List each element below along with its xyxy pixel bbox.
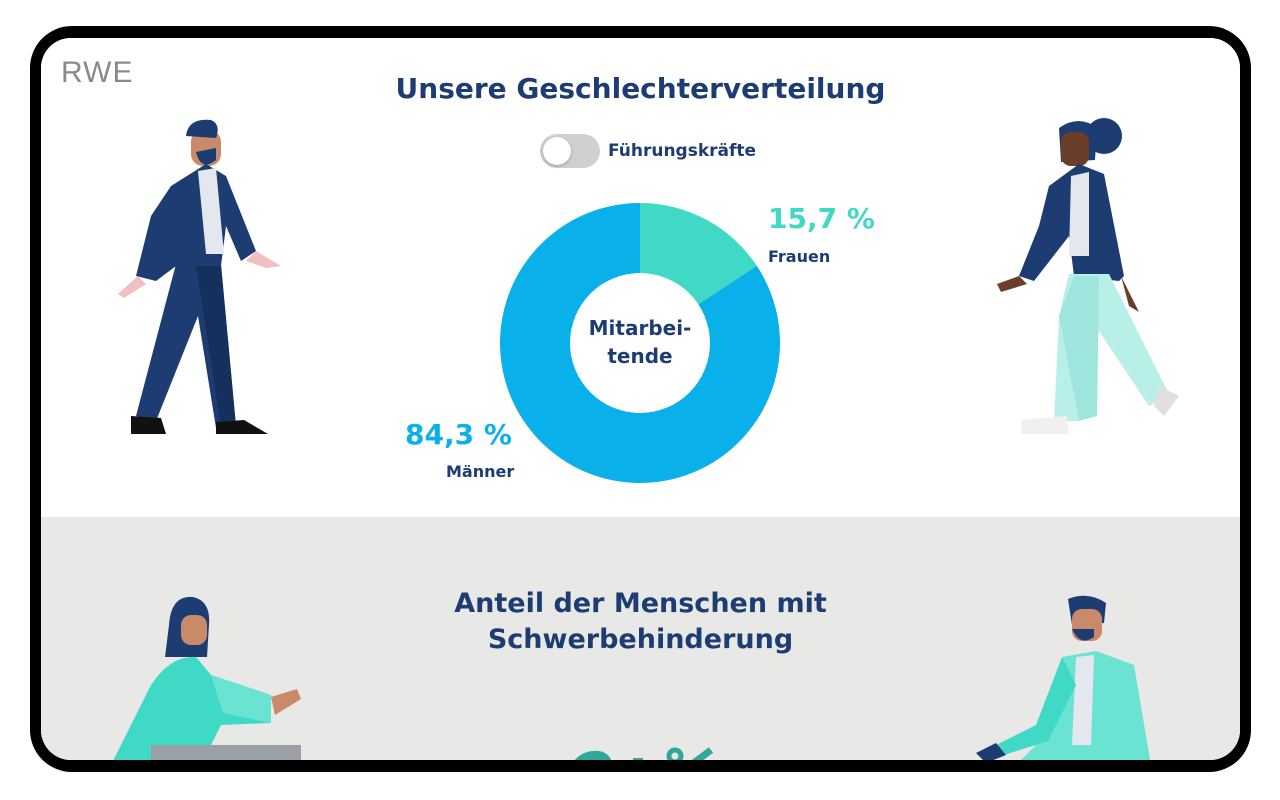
disability-percent-peek [551,744,731,760]
disability-title: Anteil der Menschen mit Schwerbehinderun… [41,586,1240,659]
donut-center-label-line2: tende [607,344,672,368]
disability-title-line1: Anteil der Menschen mit [454,588,827,619]
frauen-percent: 15,7 % [768,202,875,235]
maenner-percent: 84,3 % [405,418,512,451]
leadership-toggle-group: Führungskräfte [540,134,756,168]
leadership-toggle-label: Führungskräfte [608,141,757,161]
disability-section: Anteil der Menschen mit Schwerbehinderun… [41,517,1240,760]
rwe-logo: RWE [61,56,134,89]
donut-center-label-line1: Mitarbei- [589,316,692,340]
woman-sitting-illustration [113,596,301,760]
disability-title-line2: Schwerbehinderung [487,624,794,656]
man-sitting-illustration [976,595,1151,760]
frauen-label: Frauen [768,247,831,266]
donut-hole [570,273,710,413]
screen: RWE Unsere Geschlechterverteilung Führun… [41,38,1240,760]
leadership-toggle[interactable] [540,134,600,168]
toggle-knob [543,137,571,165]
gender-section: RWE Unsere Geschlechterverteilung Führun… [41,38,1240,517]
woman-walking-illustration [997,118,1179,434]
man-walking-illustration [118,119,281,434]
gender-title: Unsere Geschlechterverteilung [395,72,886,105]
maenner-label: Männer [446,462,515,481]
gender-donut-chart: Mitarbei- tende [500,203,780,483]
